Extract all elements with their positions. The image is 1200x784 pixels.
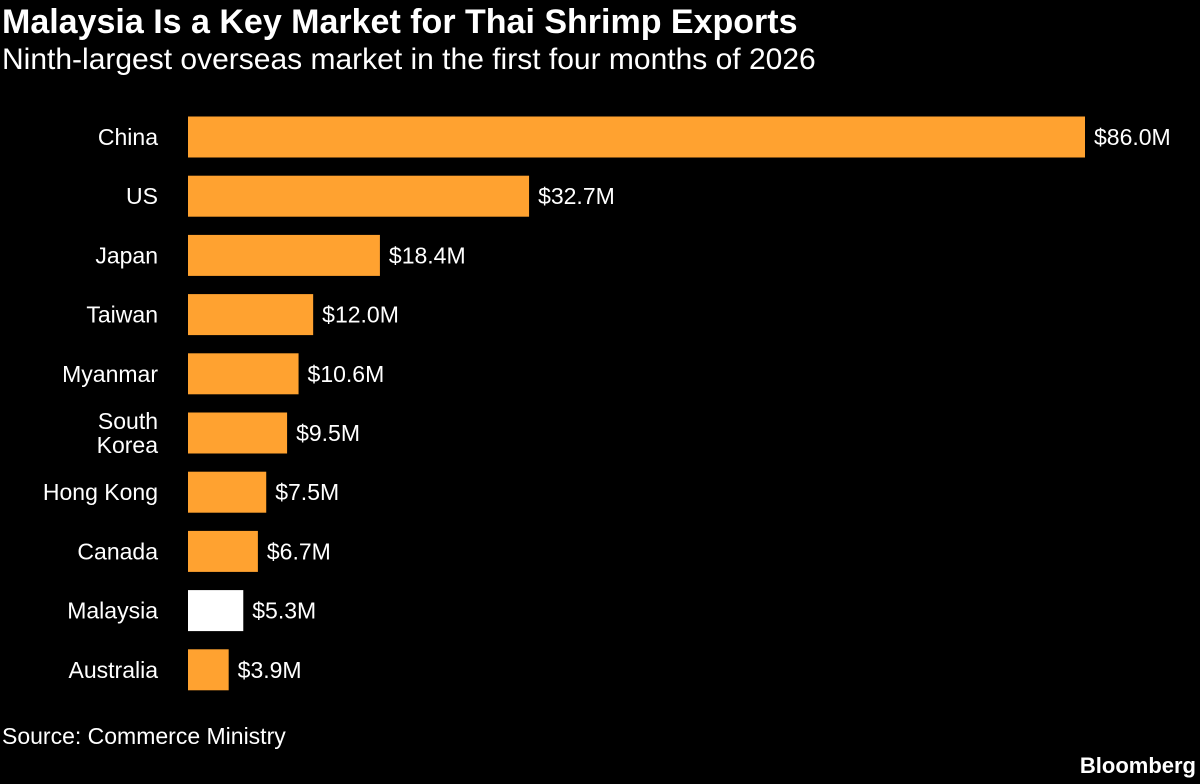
category-label-taiwan: Taiwan [86, 302, 158, 328]
bar-japan [188, 234, 380, 276]
chart-title: Malaysia Is a Key Market for Thai Shrimp… [2, 3, 798, 41]
value-label-canada: $6.7M [267, 538, 331, 564]
value-label-hong-kong: $7.5M [275, 479, 339, 505]
bar-canada [188, 530, 258, 572]
value-label-australia: $3.9M [238, 657, 302, 683]
category-label-canada: Canada [77, 538, 158, 564]
chart-subtitle: Ninth-largest overseas market in the fir… [2, 43, 816, 76]
value-label-south-korea: $9.5M [296, 420, 360, 446]
category-label-malaysia: Malaysia [67, 598, 158, 624]
bar-malaysia [188, 590, 244, 632]
bar-south-korea [188, 412, 288, 454]
bar-myanmar [188, 353, 299, 395]
bar-australia [188, 649, 229, 691]
category-label-australia: Australia [69, 657, 159, 683]
bloomberg-logo: Bloomberg [1079, 753, 1196, 778]
value-label-japan: $18.4M [389, 242, 466, 268]
value-label-malaysia: $5.3M [252, 598, 316, 624]
bar-us [188, 175, 530, 217]
category-label-us: US [126, 183, 158, 209]
category-label-hong-kong: Hong Kong [43, 479, 158, 505]
value-label-china: $86.0M [1094, 124, 1171, 150]
bar-taiwan [188, 294, 314, 336]
value-label-taiwan: $12.0M [322, 302, 399, 328]
bar-china [188, 116, 1085, 158]
category-label-south-korea: South Korea [97, 408, 159, 458]
category-label-china: China [98, 124, 158, 150]
source-note: Source: Commerce Ministry [2, 723, 286, 749]
category-label-myanmar: Myanmar [62, 361, 158, 387]
value-label-myanmar: $10.6M [308, 361, 385, 387]
bar-chart: China $86.0M US $32.7M Japan $18.4M Taiwan $12.… [43, 116, 1171, 691]
category-label-japan: Japan [95, 242, 158, 268]
bar-hong-kong [188, 471, 267, 513]
value-label-us: $32.7M [538, 183, 615, 209]
